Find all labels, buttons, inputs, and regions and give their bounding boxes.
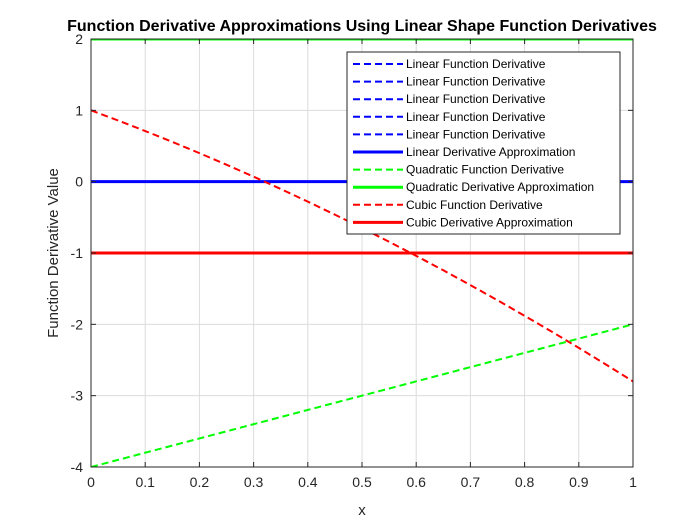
legend: Linear Function Derivative Linear Functio… <box>346 51 621 235</box>
y-tick-label: -1 <box>71 245 84 261</box>
y-tick-label: 2 <box>75 31 83 47</box>
series-line-8 <box>91 109 633 383</box>
x-tick-label: 0.5 <box>352 474 372 490</box>
legend-label-0: Linear Function Derivative <box>406 57 546 71</box>
y-axis-label: Function Derivative Value <box>45 168 62 338</box>
x-tick-label: 1 <box>629 474 637 490</box>
x-tick-label: 0.3 <box>244 474 264 490</box>
legend-label-5: Linear Derivative Approximation <box>406 145 575 159</box>
x-tick-label: 0.7 <box>461 474 481 490</box>
axis-ticks: 0 0.1 0.2 0.3 0.4 0.5 0.6 0.7 0.8 0.9 1 -4 -3 -2 -1 0 1 2 <box>71 31 638 490</box>
legend-label-9: Cubic Derivative Approximation <box>406 215 573 229</box>
legend-label-7: Quadratic Derivative Approximation <box>406 180 594 194</box>
legend-label-8: Cubic Function Derivative <box>406 198 543 212</box>
legend-label-1: Linear Function Derivative <box>406 75 546 89</box>
legend-label-2: Linear Function Derivative <box>406 92 546 106</box>
series-line-6 <box>91 323 633 467</box>
x-tick-label: 0.8 <box>515 474 535 490</box>
y-tick-label: -4 <box>71 459 84 475</box>
legend-label-4: Linear Function Derivative <box>406 127 546 141</box>
x-tick-label: 0.4 <box>298 474 318 490</box>
y-tick-label: 1 <box>75 102 83 118</box>
x-tick-label: 0.2 <box>190 474 210 490</box>
chart-title: Function Derivative Approximations Using… <box>67 18 657 35</box>
legend-label-6: Quadratic Function Derivative <box>406 163 564 177</box>
x-tick-label: 0 <box>87 474 95 490</box>
y-tick-label: -3 <box>71 388 84 404</box>
x-tick-label: 0.1 <box>135 474 155 490</box>
x-tick-label: 0.6 <box>406 474 426 490</box>
x-tick-label: 0.9 <box>569 474 589 490</box>
legend-label-3: Linear Function Derivative <box>406 110 546 124</box>
x-axis-label: x <box>358 502 366 519</box>
y-tick-label: -2 <box>71 316 84 332</box>
y-tick-label: 0 <box>75 174 83 190</box>
